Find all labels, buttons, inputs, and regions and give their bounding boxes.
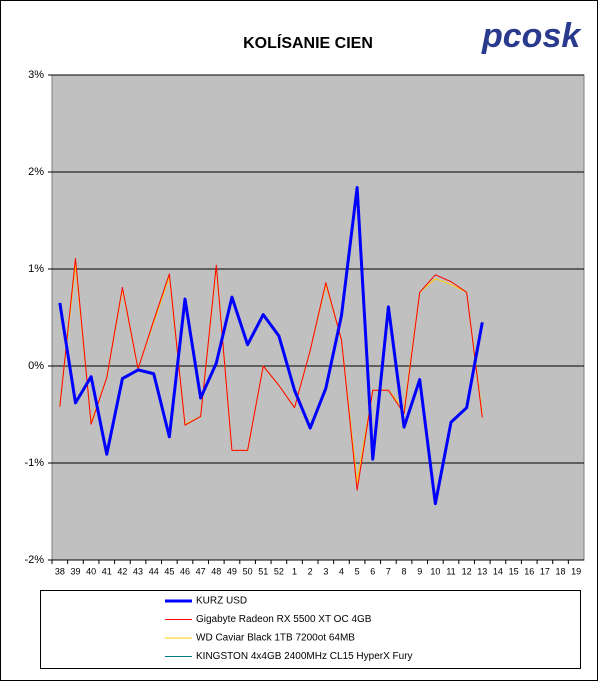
x-tick-label: 44	[149, 566, 159, 576]
x-tick-label: 41	[102, 566, 112, 576]
x-tick-label: 13	[477, 566, 487, 576]
y-tick-label: 2%	[28, 166, 44, 178]
x-tick-label: 48	[211, 566, 221, 576]
x-tick-label: 3	[323, 566, 328, 576]
x-tick-label: 14	[493, 566, 503, 576]
x-tick-label: 12	[462, 566, 472, 576]
legend-box	[40, 590, 581, 669]
y-tick-label: 3%	[28, 69, 44, 81]
x-tick-label: 38	[55, 566, 65, 576]
x-tick-label: 39	[70, 566, 80, 576]
x-tick-label: 11	[446, 566, 455, 576]
legend-label: WD Caviar Black 1TB 7200ot 64MB	[196, 633, 355, 644]
chart-title: KOLÍSANIE CIEN	[243, 33, 373, 52]
x-tick-label: 9	[417, 566, 422, 576]
x-tick-label: 19	[571, 566, 581, 576]
legend-label: Gigabyte Radeon RX 5500 XT OC 4GB	[196, 614, 372, 625]
x-tick-label: 52	[274, 566, 284, 576]
x-tick-label: 50	[243, 566, 253, 576]
x-tick-label: 10	[430, 566, 440, 576]
x-tick-label: 6	[370, 566, 375, 576]
x-tick-label: 47	[196, 566, 206, 576]
x-tick-label: 2	[308, 566, 313, 576]
x-tick-label: 16	[524, 566, 534, 576]
x-tick-label: 46	[180, 566, 190, 576]
x-tick-label: 40	[86, 566, 96, 576]
legend-label: KURZ USD	[196, 596, 247, 607]
x-tick-label: 43	[133, 566, 143, 576]
x-tick-label: 45	[164, 566, 174, 576]
x-tick-label: 18	[556, 566, 566, 576]
x-tick-label: 49	[227, 566, 237, 576]
x-tick-label: 7	[386, 566, 391, 576]
y-tick-label: -1%	[24, 457, 44, 469]
y-tick-label: -2%	[24, 554, 44, 566]
x-tick-label: 42	[117, 566, 127, 576]
series-line	[59, 257, 483, 491]
x-tick-label: 5	[355, 566, 360, 576]
x-tick-label: 17	[540, 566, 550, 576]
x-tick-label: 4	[339, 566, 344, 576]
x-tick-label: 8	[402, 566, 407, 576]
y-tick-label: 0%	[28, 360, 44, 372]
series-line	[58, 186, 484, 506]
y-tick-label: 1%	[28, 263, 44, 275]
x-tick-label: 51	[258, 566, 268, 576]
legend-label: KINGSTON 4x4GB 2400MHz CL15 HyperX Fury	[196, 651, 413, 662]
logo: pcosk	[481, 17, 582, 55]
x-tick-label: 1	[292, 566, 297, 576]
x-tick-label: 15	[509, 566, 519, 576]
